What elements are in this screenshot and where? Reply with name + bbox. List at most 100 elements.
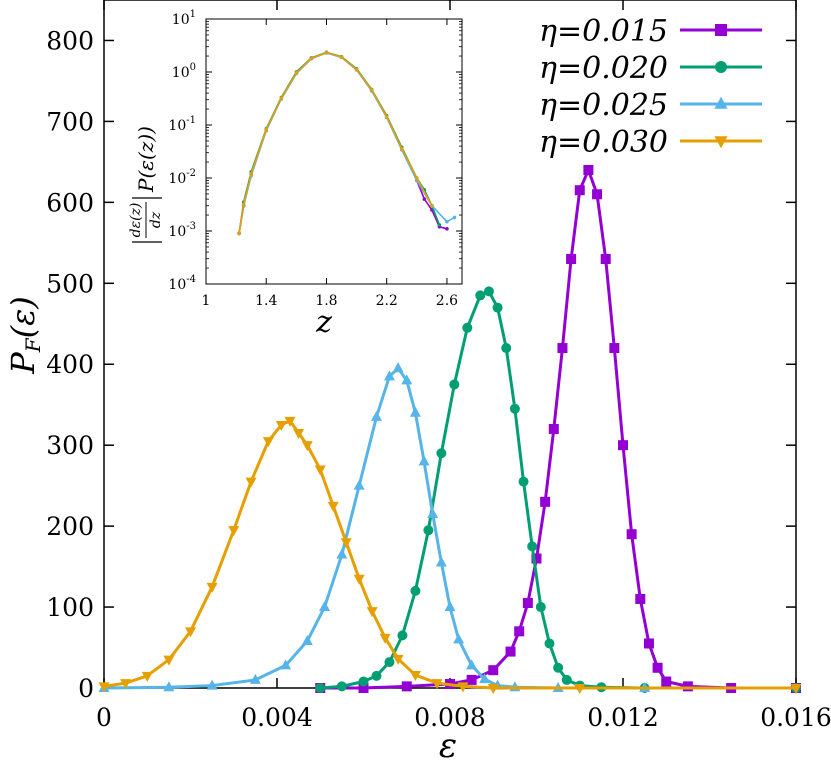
data-point (431, 679, 443, 690)
data-point (392, 362, 404, 373)
main-axis-ticks: 0 0.004 0.008 0.012 0.016 0 100 200 300 400 500 600… (46, 0, 831, 732)
data-point (163, 655, 175, 666)
inset-y-tick-label: 100 (172, 62, 196, 81)
data-point (370, 410, 382, 421)
data-point (488, 665, 499, 676)
data-point (492, 302, 503, 313)
data-point (561, 674, 572, 685)
data-point (384, 657, 395, 668)
data-point (245, 477, 257, 488)
data-point (466, 659, 478, 670)
inset-data-point (324, 50, 329, 55)
x-tick-label: 0.004 (241, 703, 313, 732)
inset-data-point (384, 114, 389, 119)
inset-y-tick-label: 10-3 (168, 221, 196, 240)
inset-plot-frame (205, 18, 463, 285)
data-point (535, 602, 546, 613)
y-tick-label: 400 (46, 350, 94, 379)
inset-x-tick-label: 2.6 (436, 293, 458, 309)
y-tick-label: 500 (46, 269, 94, 298)
main-series-group (98, 164, 802, 694)
inset-y-label-den: dz (148, 211, 164, 228)
inset-data-point (369, 88, 374, 92)
inset-data-point (264, 127, 269, 132)
data-point (449, 379, 460, 390)
y-tick-label: 700 (46, 107, 94, 136)
inset-data-point (339, 55, 344, 59)
series-2 (315, 286, 801, 693)
inset-data-point (294, 71, 299, 75)
data-point (453, 633, 465, 644)
data-point (275, 420, 287, 431)
data-point (483, 286, 494, 297)
data-point (280, 659, 292, 670)
data-point (609, 343, 620, 354)
data-point (457, 682, 469, 693)
data-point (682, 681, 693, 692)
data-point (249, 673, 261, 684)
data-point (652, 662, 663, 673)
data-point (358, 683, 369, 693)
data-point (336, 548, 348, 559)
data-point (618, 440, 628, 451)
data-point (790, 684, 802, 694)
data-point (383, 370, 395, 381)
data-point (284, 416, 296, 427)
inset-series-group (237, 50, 457, 236)
legend-label: η=0.015 (539, 14, 668, 49)
data-point (643, 638, 654, 649)
legend-marker (714, 136, 728, 149)
data-point (548, 423, 559, 434)
data-point (661, 676, 672, 687)
y-label-arg: (ε) (4, 296, 42, 338)
data-point (379, 633, 391, 644)
svg-text:PF(ε): PF(ε) (4, 296, 45, 375)
inset-data-point (249, 172, 253, 176)
data-point (487, 684, 499, 694)
data-point (522, 598, 533, 609)
inset-data-point (452, 215, 457, 220)
data-point (527, 541, 538, 552)
inset-x-tick-label: 1 (202, 293, 211, 309)
data-point (293, 429, 305, 440)
data-point (397, 630, 408, 641)
x-tick-label: 0 (96, 703, 112, 732)
inset-data-point (309, 56, 314, 61)
inset-x-axis-label: z (315, 305, 332, 340)
data-point (410, 585, 421, 596)
data-point (314, 465, 326, 476)
data-point (262, 437, 274, 448)
data-point (505, 646, 516, 657)
data-point (635, 593, 646, 604)
series-4 (98, 416, 802, 694)
data-point (466, 674, 477, 685)
legend-label: η=0.025 (539, 88, 668, 123)
inset-data-point (445, 227, 449, 231)
data-point (427, 507, 439, 518)
inset-y-tick-label: 10-2 (168, 168, 196, 187)
data-point (557, 343, 568, 354)
data-point (574, 684, 586, 694)
data-point (401, 681, 412, 692)
inset-y-tick-label: 101 (172, 9, 196, 28)
data-point (353, 574, 365, 585)
data-point (479, 673, 491, 684)
inset-data-point (399, 146, 404, 151)
data-point (409, 671, 421, 682)
data-point (540, 496, 551, 507)
data-point (401, 374, 413, 385)
inset-y-tick-label: 10-1 (168, 115, 196, 134)
series-line (103, 419, 796, 690)
data-point (336, 681, 347, 692)
data-point (626, 529, 637, 540)
inset-data-point (237, 231, 241, 236)
inset-axis-ticks: 1 1.4 1.8 2.2 2.6 101 100 10-1 10-2 10-3 10-4 (168, 9, 462, 309)
data-point (319, 601, 331, 612)
data-point (544, 638, 555, 649)
main-x-axis-label: ε (439, 726, 457, 764)
data-point (409, 406, 421, 417)
inset-data-point (415, 176, 419, 180)
x-tick-label: 0.008 (414, 703, 486, 732)
inset-x-tick-label: 1.4 (255, 293, 277, 309)
data-point (501, 343, 512, 354)
